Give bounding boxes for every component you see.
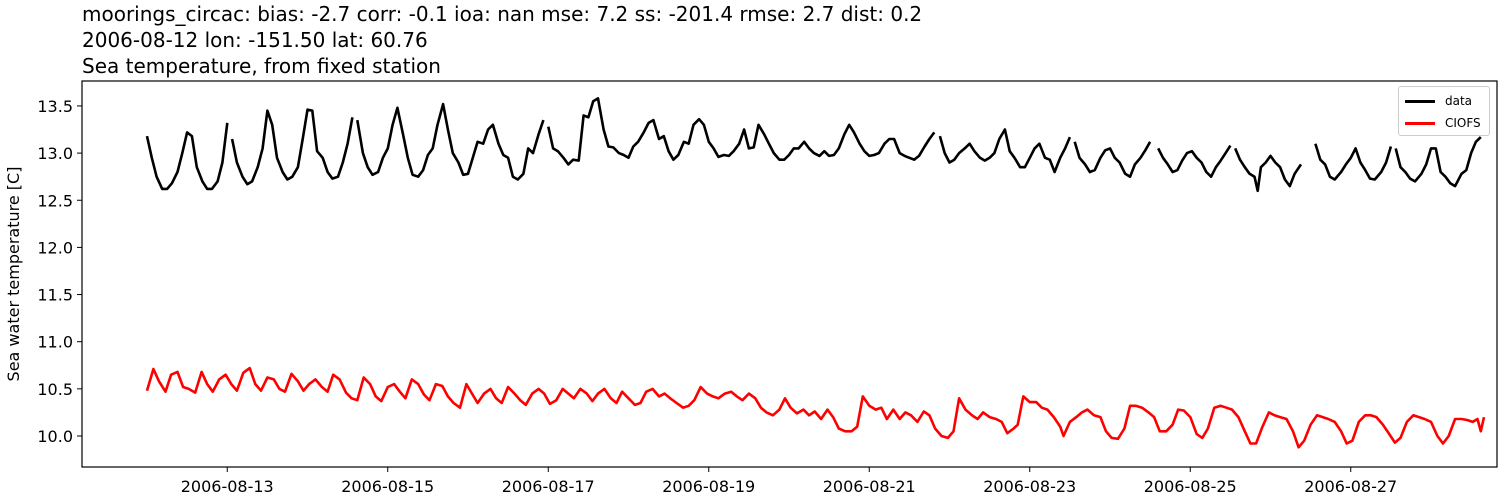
- chart-title-line-2: 2006-08-12 lon: -151.50 lat: 60.76: [82, 28, 428, 52]
- y-tick-label: 11.0: [37, 333, 73, 352]
- y-tick-label: 13.5: [37, 97, 73, 116]
- y-tick-label: 10.5: [37, 380, 73, 399]
- x-tick-label: 2006-08-21: [823, 477, 916, 496]
- legend-swatch-data: [1405, 99, 1435, 103]
- legend-label-ciofs: CIOFS: [1445, 116, 1481, 130]
- legend-item-data: data: [1405, 93, 1472, 109]
- plot-frame: [81, 80, 1498, 468]
- y-axis-label: Sea water temperature [C]: [4, 167, 23, 382]
- chart-title-line-3: Sea temperature, from fixed station: [82, 54, 441, 78]
- legend-label-data: data: [1445, 94, 1473, 108]
- y-axis: 10.0 10.5 11.0 11.5 12.0 12.5 13.0 13.5: [37, 97, 82, 446]
- x-tick-label: 2006-08-15: [341, 477, 434, 496]
- series-line-ciofs: [145, 366, 1486, 449]
- legend: data CIOFS: [1398, 86, 1490, 136]
- chart-title-line-1: moorings_circac: bias: -2.7 corr: -0.1 i…: [82, 2, 923, 26]
- series-layer: [145, 97, 1486, 449]
- series-line-data: [145, 97, 1482, 193]
- y-tick-label: 11.5: [37, 286, 73, 305]
- y-tick-label: 12.5: [37, 191, 73, 210]
- y-tick-label: 10.0: [37, 427, 73, 446]
- x-tick-label: 2006-08-19: [662, 477, 755, 496]
- x-tick-label: 2006-08-23: [983, 477, 1076, 496]
- legend-item-ciofs: CIOFS: [1405, 115, 1481, 131]
- x-tick-label: 2006-08-17: [502, 477, 595, 496]
- y-tick-label: 12.0: [37, 238, 73, 257]
- y-tick-label: 13.0: [37, 144, 73, 163]
- x-tick-label: 2006-08-25: [1144, 477, 1237, 496]
- legend-swatch-ciofs: [1405, 121, 1435, 125]
- x-tick-label: 2006-08-13: [181, 477, 274, 496]
- x-axis: 2006-08-13 2006-08-15 2006-08-17 2006-08-19…: [181, 467, 1397, 496]
- x-tick-label: 2006-08-27: [1304, 477, 1397, 496]
